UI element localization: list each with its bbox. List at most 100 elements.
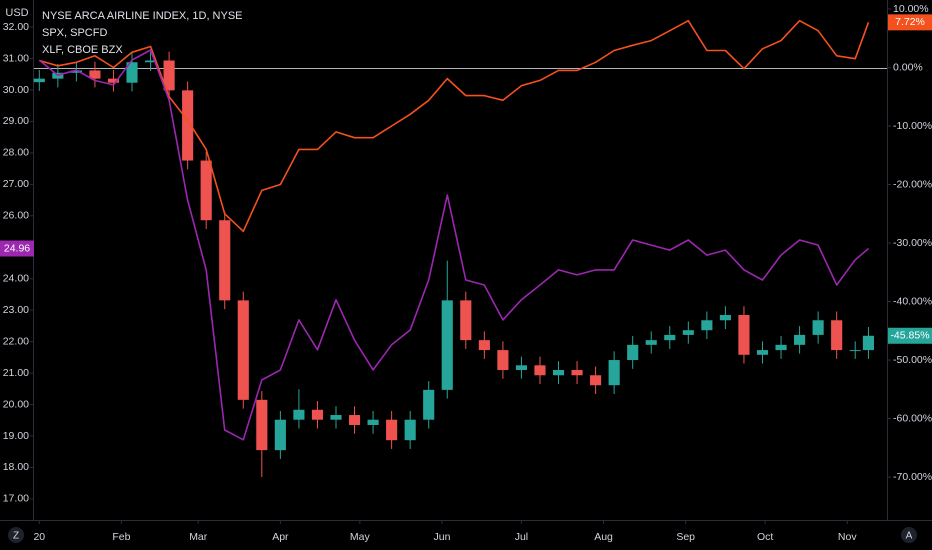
last-value-box	[888, 327, 932, 344]
last-value-label: -45.85%	[888, 327, 932, 344]
candle-body	[107, 78, 120, 83]
candle-body	[460, 300, 472, 341]
candle-body	[831, 320, 843, 351]
candle-body	[719, 314, 731, 321]
candle-body	[515, 365, 527, 370]
candle-body	[849, 350, 861, 352]
last-value-box	[0, 240, 34, 257]
x-tick-label: Jun	[433, 531, 450, 543]
candle-body	[608, 360, 620, 386]
y2-tick-label: -10.00%	[893, 120, 932, 132]
candle-body	[89, 70, 101, 79]
candle-body	[33, 78, 45, 83]
y-tick-label: 29.00	[3, 115, 29, 127]
legend-entry: SPX, SPCFD	[42, 27, 107, 39]
candle-body	[144, 60, 157, 63]
candle-body	[478, 340, 490, 351]
y2-tick-label: 10.00%	[893, 3, 929, 15]
y-tick-label: 21.00	[3, 367, 29, 379]
y-tick-label: 31.00	[3, 52, 29, 64]
candle-body	[126, 62, 138, 83]
last-value-label: 24.96	[0, 240, 34, 257]
candle-body	[237, 300, 249, 400]
candle-body	[404, 419, 416, 441]
candle-body	[441, 300, 453, 390]
last-value-text: 24.96	[4, 242, 30, 254]
x-tick-label: Aug	[594, 531, 613, 543]
auto-button-label[interactable]: A	[906, 531, 913, 542]
last-value-box	[888, 14, 932, 31]
candle-body	[423, 389, 435, 420]
x-tick-label: Jul	[515, 531, 528, 543]
y-tick-label: 24.00	[3, 272, 29, 284]
auto-scale-button[interactable]: A	[901, 527, 917, 543]
y-tick-label: 22.00	[3, 335, 29, 347]
x-tick-label: Mar	[189, 531, 208, 543]
x-tick-label: Nov	[838, 531, 857, 543]
legend-entry: NYSE ARCA AIRLINE INDEX, 1D, NYSE	[42, 10, 243, 22]
y-tick-label: 18.00	[3, 461, 29, 473]
last-value-text: -45.85%	[890, 330, 929, 342]
candle-body	[812, 320, 824, 335]
y2-tick-label: -60.00%	[893, 412, 932, 424]
x-tick-label: Oct	[757, 531, 773, 543]
candle-body	[534, 365, 546, 376]
y-tick-label: 17.00	[3, 493, 29, 505]
y-tick-label: 26.00	[3, 210, 29, 222]
y-tick-label: 23.00	[3, 304, 29, 316]
candle-body	[182, 90, 194, 161]
candle-body	[775, 344, 787, 351]
legend: NYSE ARCA AIRLINE INDEX, 1D, NYSE SPX, SP…	[42, 10, 243, 56]
y2-tick-label: -70.00%	[893, 471, 932, 483]
plot-area	[33, 19, 887, 478]
candle-body	[571, 369, 583, 376]
zoom-button-label[interactable]: Z	[13, 531, 19, 542]
x-tick-label: Apr	[272, 531, 289, 543]
candle-body	[682, 330, 694, 335]
candle-body	[794, 334, 806, 345]
series-line	[39, 19, 870, 233]
currency-label: USD	[5, 7, 28, 19]
y2-tick-label: 0.00%	[893, 61, 923, 73]
candle-body	[274, 419, 286, 451]
y2-tick-label: -50.00%	[893, 354, 932, 366]
y2-tick-label: -20.00%	[893, 178, 932, 190]
candle-body	[756, 350, 769, 355]
y-tick-label: 19.00	[3, 430, 29, 442]
last-value-text: 7.72%	[895, 16, 925, 28]
candle-body	[862, 335, 875, 351]
y2-tick-label: -40.00%	[893, 295, 932, 307]
axes: USD 17.00 18.00 19.00 20.00 21.00 22.00 23.00 2…	[0, 3, 932, 543]
x-tick-label: Feb	[112, 531, 130, 543]
candle-body	[311, 409, 324, 420]
y2-tick-label: -30.00%	[893, 237, 932, 249]
x-tick-label: 20	[33, 531, 45, 543]
candle-body	[348, 415, 361, 425]
y-tick-label: 32.00	[3, 21, 29, 33]
candle-body	[330, 415, 342, 420]
zoom-button-bg[interactable]	[8, 527, 24, 543]
candle-body	[386, 419, 398, 441]
candle-body	[552, 369, 565, 376]
candle-body	[590, 375, 602, 386]
y-tick-label: 20.00	[3, 398, 29, 410]
y-tick-label: 28.00	[3, 147, 29, 159]
last-value-label: 7.72%	[888, 14, 932, 31]
candle-body	[163, 60, 175, 91]
x-tick-label: May	[350, 531, 371, 543]
legend-entry: XLF, CBOE BZX	[42, 44, 123, 56]
candle-body	[367, 419, 379, 425]
candle-body	[738, 314, 750, 355]
y-tick-label: 30.00	[3, 84, 29, 96]
candle-body	[70, 70, 82, 73]
series-line	[38, 49, 870, 441]
zoom-button[interactable]: Z	[8, 527, 24, 543]
candle-body	[664, 334, 676, 341]
candle-body	[200, 160, 212, 221]
candle-body	[497, 350, 509, 370]
candle-body	[293, 409, 305, 420]
auto-button-bg[interactable]	[901, 527, 917, 543]
